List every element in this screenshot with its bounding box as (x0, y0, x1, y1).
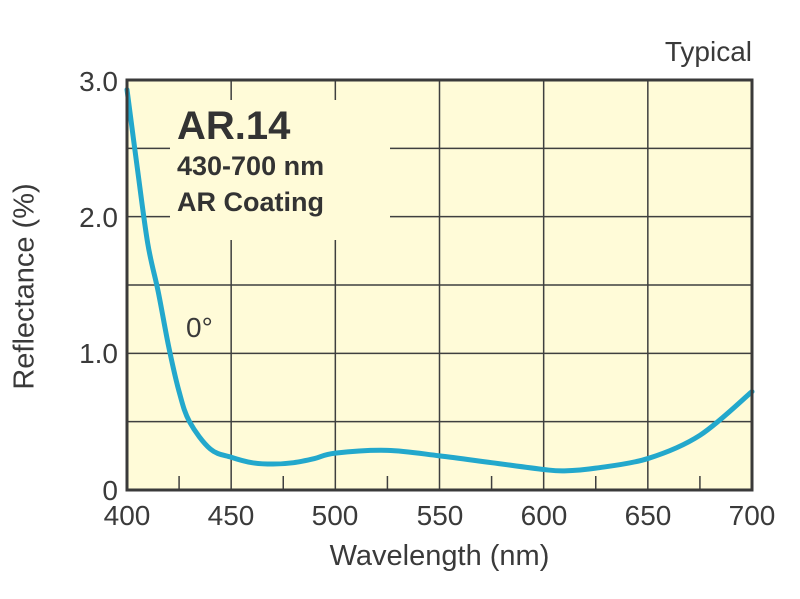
annotation-backdrop (180, 315, 225, 351)
x-tick-label: 500 (311, 500, 359, 531)
plot-frame (125, 78, 754, 492)
chart-subtitle-range: 430-700 nm (177, 151, 325, 181)
chart-subtitle-type: AR Coating (177, 187, 324, 217)
title-backdrop (170, 100, 390, 240)
angle-annotation: 0° (186, 312, 213, 343)
y-axis-label: Reflectance (%) (8, 183, 41, 390)
x-axis-label: Wavelength (nm) (329, 540, 550, 572)
y-tick-label: 1.0 (79, 338, 118, 369)
reflectance-curve-0deg (124, 87, 755, 474)
typical-label: Typical (664, 36, 752, 67)
x-tick-label: 700 (728, 500, 776, 531)
y-tick-label: 3.0 (79, 66, 118, 97)
y-tick-label: 0 (102, 475, 118, 506)
x-tick-label: 450 (207, 500, 255, 531)
chart-title-block: AR.14 430-700 nm AR Coating (177, 104, 324, 220)
x-tick-label: 650 (624, 500, 672, 531)
x-tick-label: 550 (416, 500, 464, 531)
y-tick-label: 2.0 (79, 202, 118, 233)
chart-title: AR.14 (177, 104, 291, 148)
x-tick-label: 400 (103, 500, 151, 531)
x-tick-label: 600 (520, 500, 568, 531)
minor-ticks (178, 476, 701, 490)
